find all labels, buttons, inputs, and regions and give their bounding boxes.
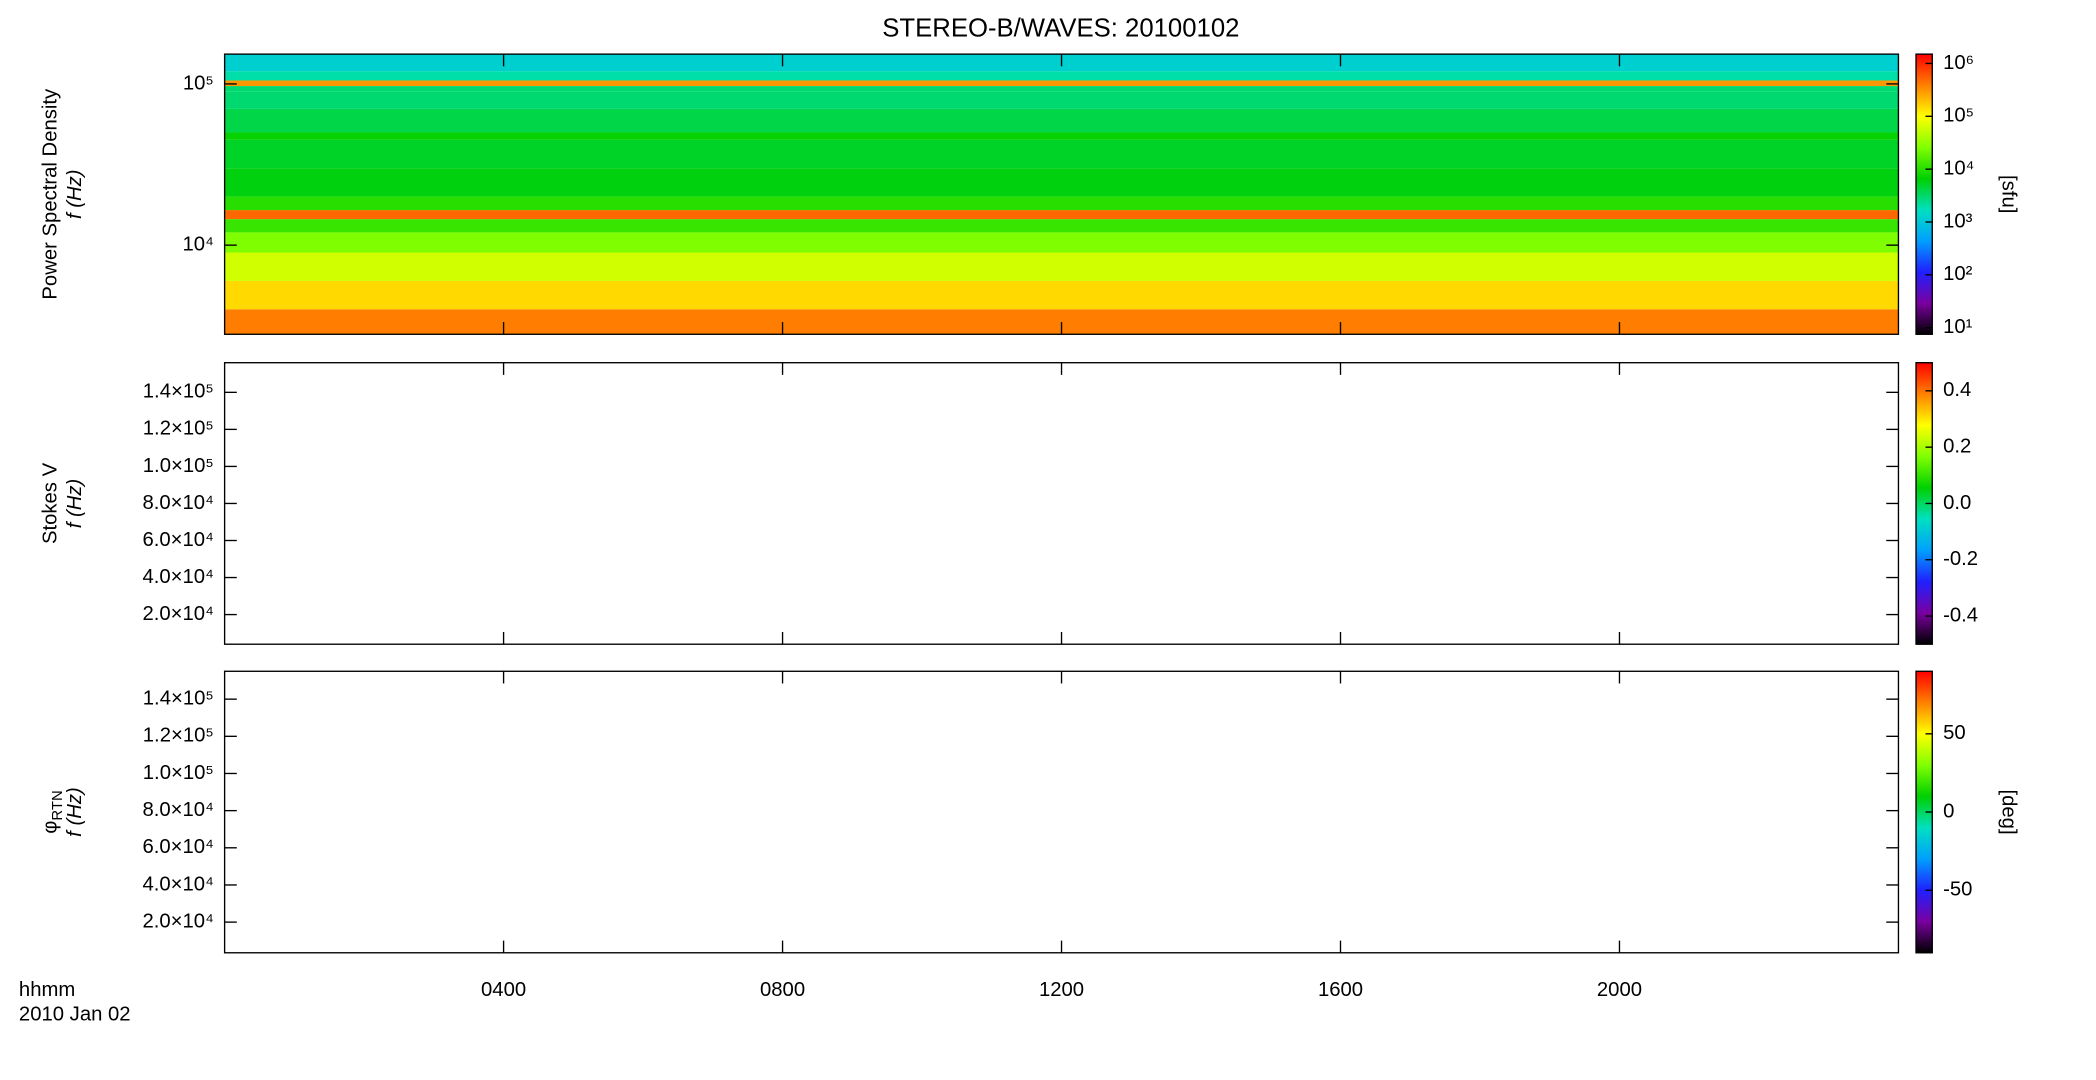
spectrogram-band xyxy=(224,86,1899,92)
colorbar-tick-label: 10⁶ xyxy=(1943,52,1974,74)
y-axis-label-text: φ xyxy=(40,821,62,834)
y-tick-label: 8.0×10⁴ xyxy=(142,492,213,514)
chart-title: STEREO-B/WAVES: 20100102 xyxy=(882,15,1239,43)
y-axis-unit: f (Hz) xyxy=(64,479,86,529)
y-axis-label: Power Spectral Density xyxy=(40,88,62,300)
spectrogram-band xyxy=(224,108,1899,133)
y-axis-label-text: Stokes V xyxy=(40,462,62,544)
colorbar-label: [deg] xyxy=(1998,789,2020,834)
y-tick-label: 1.0×10⁵ xyxy=(143,762,214,784)
x-tick-label: 0400 xyxy=(481,979,526,1001)
y-axis-label: φRTN xyxy=(40,790,66,833)
y-tick-label: 10⁴ xyxy=(183,234,214,256)
y-tick-label: 2.0×10⁴ xyxy=(142,603,213,625)
y-tick-label: 1.4×10⁵ xyxy=(143,688,214,710)
y-axis-unit: f (Hz) xyxy=(64,787,86,837)
colorbar-tick-label: 50 xyxy=(1943,722,1966,744)
x-tick-label: 0800 xyxy=(760,979,805,1001)
colorbar-tick-label: 0.2 xyxy=(1943,436,1971,458)
date-label: 2010 Jan 02 xyxy=(19,1003,131,1025)
y-tick-label: 1.4×10⁵ xyxy=(143,381,214,403)
y-tick-label: 6.0×10⁴ xyxy=(142,529,213,551)
spectrogram-band xyxy=(224,132,1899,140)
colorbar-tick-label: -0.2 xyxy=(1943,548,1978,570)
x-tick-label: 2000 xyxy=(1597,979,1642,1001)
x-axis-label: hhmm xyxy=(19,979,75,1001)
colorbar-tick-label: 10¹ xyxy=(1943,316,1973,338)
plot-frame xyxy=(223,362,1900,645)
colorbar-tick-label: 0 xyxy=(1943,800,1954,822)
colorbar-tick-label: 10⁵ xyxy=(1943,105,1974,127)
y-axis-label-text: Power Spectral Density xyxy=(40,88,62,300)
spectrogram-band xyxy=(224,196,1899,211)
spectrogram-band xyxy=(224,71,1899,81)
colorbar-tick-label: 0.4 xyxy=(1943,379,1971,401)
y-tick-label: 6.0×10⁴ xyxy=(142,836,213,858)
spectrogram-band xyxy=(224,210,1899,220)
y-axis-unit: f (Hz) xyxy=(64,169,86,219)
spectrogram-band xyxy=(224,219,1899,233)
colorbar-tick-label: -50 xyxy=(1943,879,1972,901)
spectrogram-band xyxy=(224,91,1899,109)
y-tick-label: 4.0×10⁴ xyxy=(142,873,213,895)
spectrogram-band xyxy=(224,252,1899,281)
x-tick-label: 1600 xyxy=(1318,979,1363,1001)
colorbar-tick-label: 0.0 xyxy=(1943,492,1971,514)
y-axis-label: Stokes V xyxy=(40,462,62,544)
spectrogram-band xyxy=(224,168,1899,197)
spectrogram-band xyxy=(224,232,1899,253)
y-axis-label-sub: RTN xyxy=(50,790,66,820)
y-tick-label: 10⁵ xyxy=(183,72,214,94)
colorbar xyxy=(1915,53,1933,335)
colorbar-tick-label: -0.4 xyxy=(1943,604,1978,626)
x-tick-label: 1200 xyxy=(1039,979,1084,1001)
y-tick-label: 1.0×10⁵ xyxy=(143,455,214,477)
colorbar-tick-label: 10² xyxy=(1943,263,1973,285)
colorbar-tick-label: 10³ xyxy=(1943,210,1973,232)
y-tick-label: 1.2×10⁵ xyxy=(143,418,214,440)
y-tick-label: 4.0×10⁴ xyxy=(142,566,213,588)
y-tick-label: 8.0×10⁴ xyxy=(142,799,213,821)
plot-frame xyxy=(223,670,1900,954)
y-tick-label: 2.0×10⁴ xyxy=(142,910,213,932)
spectrogram-band xyxy=(224,139,1899,169)
colorbar-label: [sfu] xyxy=(1998,175,2020,213)
spectrogram-band xyxy=(224,280,1899,310)
spectrogram-band xyxy=(224,80,1899,87)
y-tick-label: 1.2×10⁵ xyxy=(143,725,214,747)
colorbar-tick-label: 10⁴ xyxy=(1943,157,1974,179)
